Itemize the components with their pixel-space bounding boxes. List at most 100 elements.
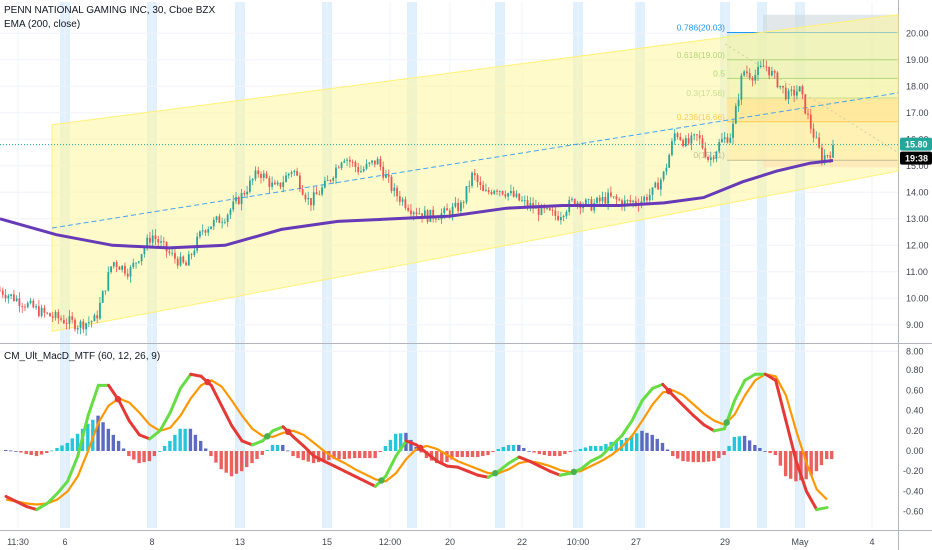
candle-body [71,316,74,320]
indicator-legend[interactable]: CM_Ult_MacD_MTF (60, 12, 26, 9) [4,351,161,362]
histogram-bar-10-1 [111,434,116,451]
histogram-bar-42-1 [440,451,444,463]
cross-dot-70 [723,419,730,426]
histogram-bar-12-1 [132,451,136,460]
histogram-bar-74-0 [763,451,767,452]
candle-body [476,175,479,183]
candle-body [4,294,7,299]
histogram-bar-13-0 [137,451,141,464]
histogram-bar-57-0 [588,445,593,451]
macd-axis[interactable]: 0.80 0.60 0.40 0.20 0.00 -0.20 -0.40 -0.60 [903,365,924,516]
candle-body [457,202,460,212]
time-axis[interactable]: 11:30 6 8 13 15 12:00 20 22 10:00 27 29 May 4 [7,537,874,547]
candle-body [721,139,723,143]
chart-title[interactable]: PENN NATIONAL GAMING INC, 30, Cboe BZX [4,5,216,16]
macd-segment-58 [599,444,613,458]
histogram-bar-29-0 [301,451,306,461]
macd-tick-7: -0.60 [903,507,924,517]
candle-body [490,192,493,194]
macd-segment-18 [189,372,203,378]
candle-body [76,327,79,330]
candle-body [526,200,529,207]
candle-body [634,200,637,204]
candle-body [418,213,421,215]
histogram-bar-21-0 [219,451,223,470]
histogram-bar-19-1 [203,448,208,451]
histogram-bar-53-1 [552,451,557,457]
macd-tick-3: 0.20 [906,426,924,436]
histogram-bar-65-0 [671,451,675,457]
histogram-bar-14-0 [147,451,152,462]
histogram-bar-47-0 [486,451,490,456]
cross-dot-47 [491,470,499,477]
macd-segment-17 [178,372,193,390]
candle-body [118,266,121,270]
candle-body [643,196,646,202]
histogram-bar-71-1 [737,436,742,451]
histogram-bar-43-1 [450,451,454,460]
candle-body [607,192,609,204]
macd-segment-69 [712,427,726,433]
candle-body [559,217,562,221]
histogram-bar-18-0 [188,428,193,451]
histogram-bar-38-0 [393,433,398,451]
candle-body [515,193,518,197]
histogram-bar-37-1 [388,439,393,451]
macd-segment-31 [322,459,336,468]
histogram-bar-63-0 [650,434,654,451]
candle-body [546,207,548,209]
candle-body [518,193,521,201]
candle-body [204,230,207,233]
candle-body [373,160,376,165]
candle-body [812,128,815,138]
candle-body [21,306,24,307]
candle-body [718,142,721,152]
histogram-bar-36-1 [378,451,382,453]
histogram-bar-32-1 [337,451,341,460]
histogram-bar-75-1 [778,451,783,466]
price-badge [900,137,932,151]
candle-body [404,199,407,208]
histogram-bar-62-1 [645,432,649,451]
macd-tick-1: 0.60 [906,385,924,395]
candle-body [437,219,440,221]
histogram-bar-63-1 [655,438,659,451]
time-tick-1: 6 [62,537,67,547]
candle-body [673,133,676,142]
candle-body [521,200,523,202]
candle-body [360,171,362,173]
histogram-bar-71-0 [732,436,737,451]
candle-body [387,174,390,177]
histogram-bar-64-1 [665,449,670,451]
histogram-bar-19-0 [198,440,203,451]
candle-body [26,303,29,308]
histogram-bar-67-1 [696,451,700,463]
ema-legend[interactable]: EMA (200, close) [4,19,81,30]
candle-body [379,158,382,167]
price-axis[interactable]: 8.009.0010.0011.0012.0013.0014.0015.0016… [906,28,929,356]
price-tick-1: 9.00 [906,320,924,330]
candle-body [343,160,346,163]
macd-segment-37 [384,454,398,478]
candle-body [79,321,82,328]
price-tick-7: 15.00 [906,161,929,171]
macd-segment-6 [66,454,80,483]
candle-body [554,210,557,216]
histogram-bar-72-0 [742,435,747,451]
candle-body [257,170,260,175]
session-band-5 [495,2,505,528]
cross-dot-25 [264,433,271,440]
ema-line [0,159,834,250]
candle-body [262,173,265,178]
time-tick-4: 15 [322,537,332,547]
histogram-bar-73-0 [753,444,757,451]
candle-body [562,216,565,218]
candle-body [265,173,268,179]
candle-body [229,209,232,215]
histogram-bar-4-0 [45,451,49,454]
candle-body [676,133,679,137]
candle-body [504,194,507,197]
histogram-bar-9-0 [96,415,100,451]
macd-segment-72 [743,372,757,382]
